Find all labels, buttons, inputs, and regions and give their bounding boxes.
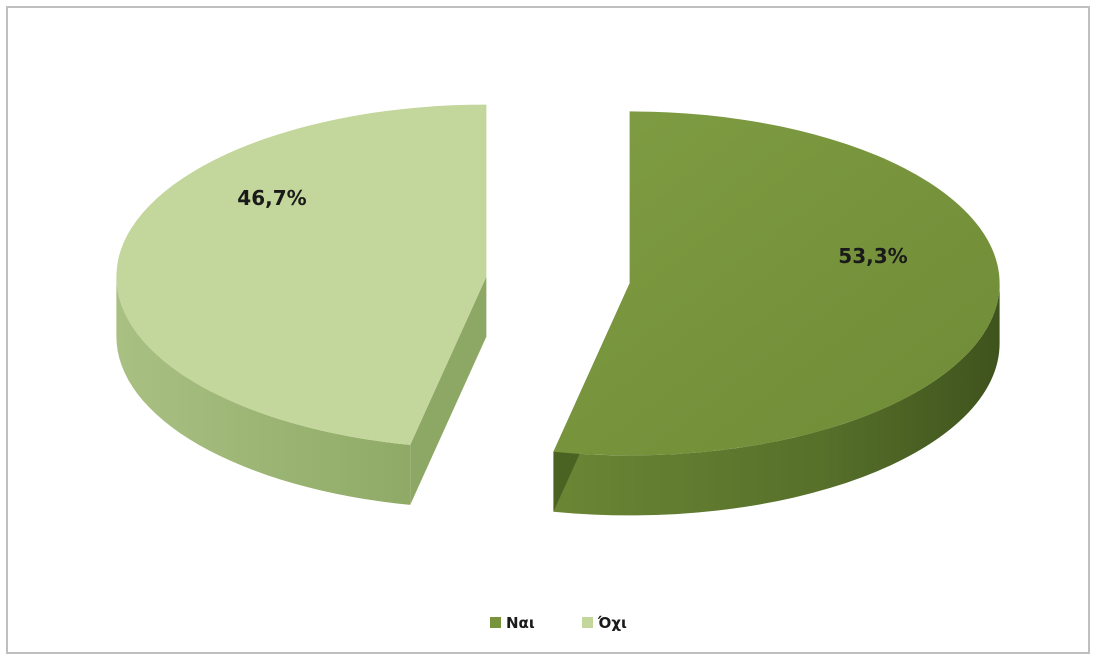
pie-slice-top-0 bbox=[553, 111, 1000, 456]
data-label-1: 46,7% bbox=[237, 186, 306, 210]
legend-swatch-yes bbox=[490, 617, 501, 628]
pie-slice-side-1 bbox=[116, 276, 411, 505]
pie-slice-face-1 bbox=[410, 276, 487, 505]
legend-swatch-no bbox=[582, 617, 593, 628]
legend-label-yes: Ναι bbox=[506, 614, 535, 632]
data-label-0: 53,3% bbox=[838, 244, 907, 268]
pie-slice-top-1 bbox=[116, 104, 487, 445]
pie-slice-side-0 bbox=[553, 283, 1000, 516]
pie-slice-0: 53,3% bbox=[553, 111, 1000, 516]
legend-label-no: Όχι bbox=[597, 614, 627, 632]
legend: Ναι Όχι bbox=[490, 614, 627, 632]
pie-slice-1: 46,7% bbox=[116, 104, 487, 505]
